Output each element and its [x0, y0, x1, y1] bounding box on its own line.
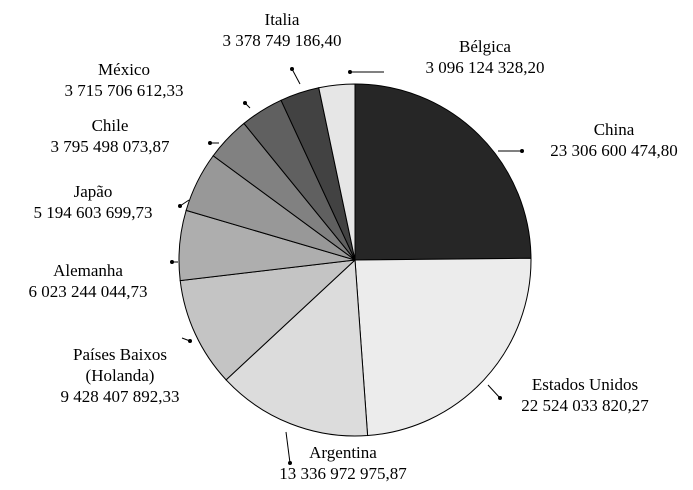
slice-value-estados-unidos: 22 524 033 820,27 [521, 396, 649, 415]
slice-name-argentina: Argentina [309, 443, 377, 462]
leader-dot-japao [178, 204, 182, 208]
slice-label-chile: Chile 3 795 498 073,87 [51, 116, 171, 156]
pie-slices [178, 83, 532, 437]
leader-dot-argentina [288, 461, 292, 465]
slice-name-paises-baixos-holanda: (Holanda) [86, 366, 155, 385]
slice-label-china: China 23 306 600 474,80 [550, 120, 678, 160]
slice-value-argentina: 13 336 972 975,87 [279, 464, 407, 483]
leader-dot-paises-baixos-holanda [188, 339, 192, 343]
slice-value-belgica: 3 096 124 328,20 [426, 58, 545, 77]
pie-slice-belgica [318, 83, 356, 261]
slice-name-belgica: Bélgica [459, 37, 511, 56]
pie-slice-estados-unidos [354, 257, 532, 437]
slice-label-japao: Japão 5 194 603 699,73 [34, 182, 153, 222]
slice-value-chile: 3 795 498 073,87 [51, 137, 171, 156]
slice-value-mexico: 3 715 706 612,33 [65, 81, 184, 100]
pie-slice-china [354, 83, 532, 261]
slice-name-chile: Chile [92, 116, 129, 135]
slice-labels: China 23 306 600 474,80 Estados Unidos 22 5… [29, 10, 678, 483]
slice-value-china: 23 306 600 474,80 [550, 141, 678, 160]
leader-dot-estados-unidos [498, 396, 502, 400]
leader-dot-mexico [243, 101, 247, 105]
slice-value-japao: 5 194 603 699,73 [34, 203, 153, 222]
slice-label-argentina: Argentina 13 336 972 975,87 [279, 443, 407, 483]
slice-name-estados-unidos: Estados Unidos [532, 375, 638, 394]
slice-name-alemanha: Alemanha [53, 261, 123, 280]
leader-dot-china [520, 149, 524, 153]
pie-slice-paises-baixos-holanda [179, 259, 357, 381]
leader-line-italia [291, 68, 301, 85]
leader-dot-chile [208, 141, 212, 145]
slice-value-alemanha: 6 023 244 044,73 [29, 282, 148, 301]
leader-line-argentina [285, 431, 291, 464]
slice-label-alemanha: Alemanha 6 023 244 044,73 [29, 261, 148, 301]
slice-name-paises-baixos-holanda: Países Baixos [73, 345, 167, 364]
slice-value-italia: 3 378 749 186,40 [223, 31, 342, 50]
slice-name-japao: Japão [74, 182, 113, 201]
leader-dot-belgica [348, 70, 352, 74]
leader-line-estados-unidos [487, 384, 501, 399]
leader-dot-italia [290, 67, 294, 71]
slice-name-italia: Italia [265, 10, 300, 29]
slice-name-mexico: México [98, 60, 150, 79]
leader-lines [170, 67, 524, 465]
slice-label-italia: Italia 3 378 749 186,40 [223, 10, 342, 50]
slice-label-belgica: Bélgica 3 096 124 328,20 [426, 37, 545, 77]
slice-name-china: China [594, 120, 635, 139]
slice-value-paises-baixos-holanda: 9 428 407 892,33 [61, 387, 180, 406]
slice-label-paises-baixos-holanda: Países Baixos (Holanda) 9 428 407 892,33 [61, 345, 180, 406]
slice-label-mexico: México 3 715 706 612,33 [65, 60, 184, 100]
pie-slice-argentina [225, 258, 369, 437]
slice-label-estados-unidos: Estados Unidos 22 524 033 820,27 [521, 375, 649, 415]
leader-dot-alemanha [170, 260, 174, 264]
